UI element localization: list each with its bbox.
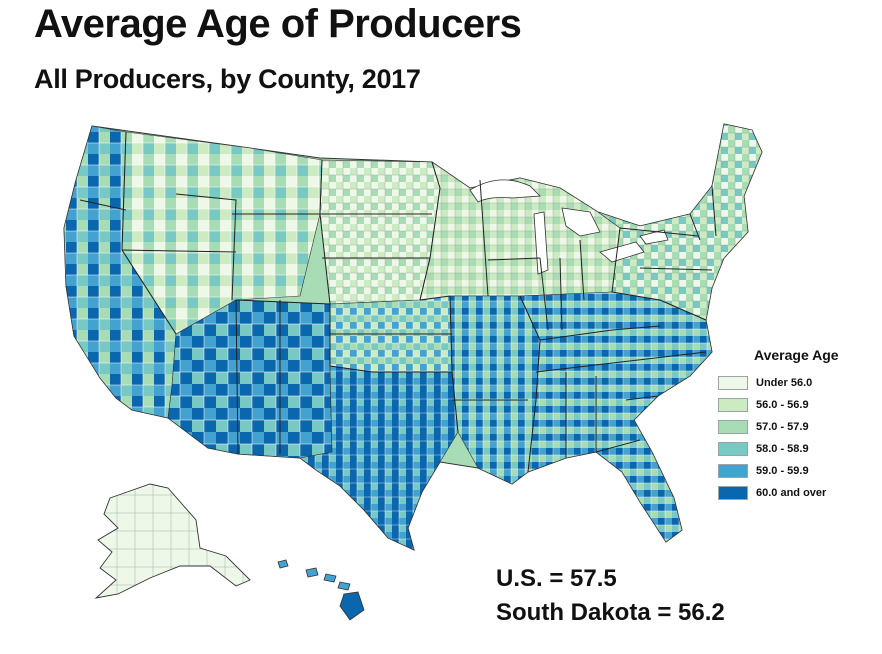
southeast-region bbox=[519, 291, 713, 543]
legend-title: Average Age bbox=[754, 347, 839, 363]
legend-item: 57.0 - 57.9 bbox=[718, 417, 868, 436]
legend-swatch bbox=[718, 419, 748, 434]
hawaii bbox=[277, 559, 365, 621]
legend-swatch bbox=[718, 397, 748, 412]
legend-item: Under 56.0 bbox=[718, 373, 868, 392]
legend-label: 59.0 - 59.9 bbox=[756, 464, 809, 477]
us-average-stat: U.S. = 57.5 bbox=[496, 565, 617, 592]
legend-item: 58.0 - 58.9 bbox=[718, 439, 868, 458]
great-lakes bbox=[469, 179, 669, 275]
legend-label: 60.0 and over bbox=[756, 486, 827, 499]
legend-swatch bbox=[718, 441, 748, 456]
legend-swatch bbox=[718, 485, 748, 500]
legend-label: 57.0 - 57.9 bbox=[756, 420, 809, 433]
legend-item: 56.0 - 56.9 bbox=[718, 395, 868, 414]
legend-swatch bbox=[718, 463, 748, 478]
legend-item: 60.0 and over bbox=[718, 483, 868, 502]
map-subtitle: All Producers, by County, 2017 bbox=[34, 64, 421, 94]
legend-swatch bbox=[718, 375, 748, 390]
alaska bbox=[94, 483, 251, 599]
state-average-stat: South Dakota = 56.2 bbox=[496, 599, 725, 626]
legend-label: 56.0 - 56.9 bbox=[756, 398, 809, 411]
northern-plains-region bbox=[319, 159, 441, 305]
map-legend: Average Age Under 56.0 56.0 - 56.9 57.0 … bbox=[718, 347, 868, 505]
legend-item: 59.0 - 59.9 bbox=[718, 461, 868, 480]
state-borders bbox=[79, 131, 717, 473]
legend-label: 58.0 - 58.9 bbox=[756, 442, 809, 455]
legend-label: Under 56.0 bbox=[756, 376, 813, 389]
northeast-region bbox=[597, 123, 763, 321]
map-title: Average Age of Producers bbox=[34, 2, 522, 46]
